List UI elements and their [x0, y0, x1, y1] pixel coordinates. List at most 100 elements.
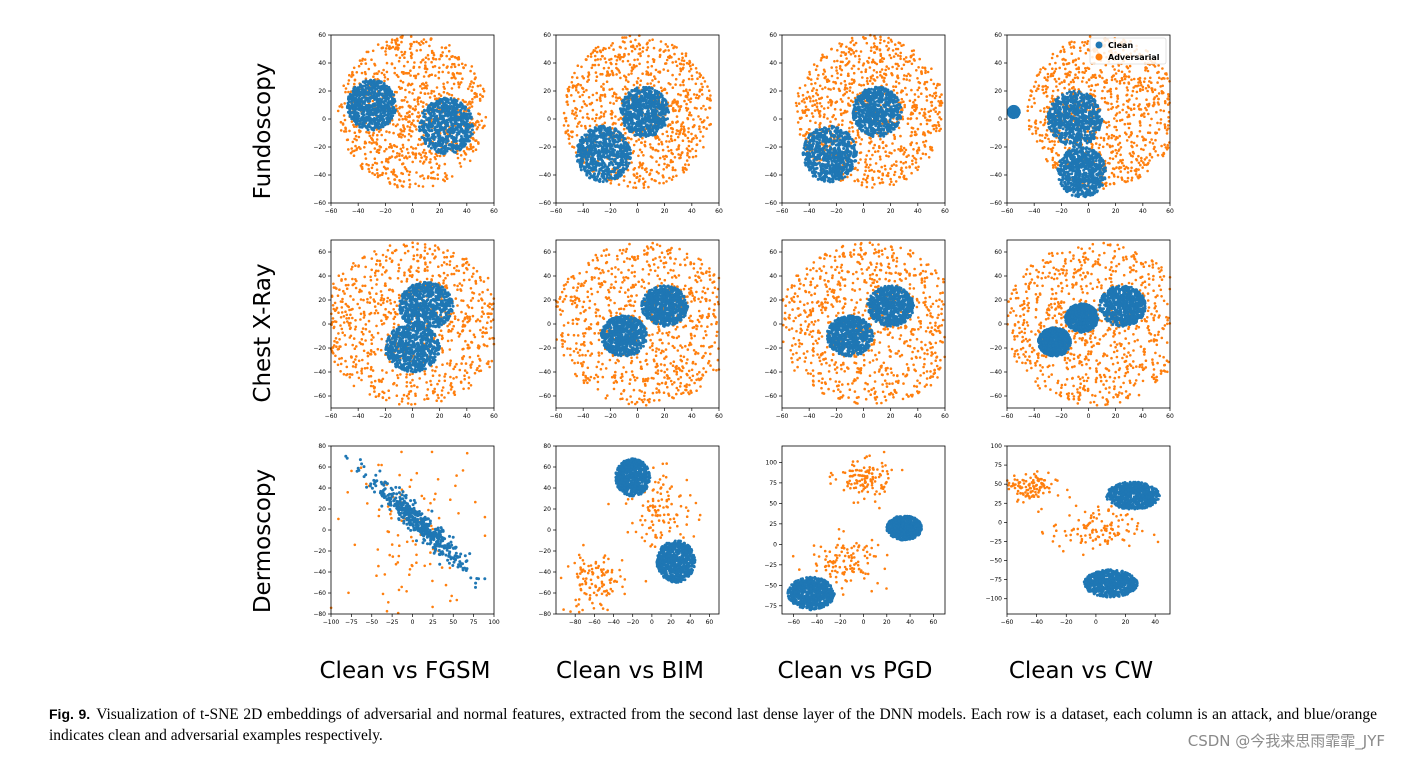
adversarial-point: [568, 85, 571, 89]
clean-point: [391, 114, 395, 118]
adversarial-point: [812, 63, 816, 66]
clean-point: [645, 93, 649, 97]
adversarial-point: [864, 169, 867, 173]
adversarial-point: [591, 63, 595, 67]
adversarial-point: [826, 106, 830, 110]
clean-point: [592, 132, 596, 136]
adversarial-point: [395, 145, 399, 149]
adversarial-point: [429, 161, 432, 164]
adversarial-point: [925, 119, 929, 122]
adversarial-point: [414, 182, 417, 186]
adversarial-point: [370, 166, 374, 170]
clean-point: [441, 142, 444, 146]
adversarial-point: [592, 49, 596, 52]
adversarial-point: [881, 60, 884, 63]
adversarial-point: [839, 82, 843, 85]
adversarial-point: [357, 145, 361, 149]
clean-point: [364, 97, 368, 101]
clean-point: [426, 133, 430, 137]
adversarial-point: [402, 129, 406, 133]
adversarial-point: [425, 67, 429, 71]
adversarial-point: [694, 154, 698, 158]
clean-point: [381, 105, 384, 109]
y-tick-label: 0: [322, 116, 326, 123]
adversarial-point: [586, 80, 589, 83]
clean-point: [647, 128, 651, 132]
adversarial-point: [667, 49, 670, 52]
clean-point: [624, 149, 628, 152]
adversarial-point: [363, 146, 366, 149]
adversarial-point: [415, 171, 418, 174]
adversarial-point: [411, 112, 414, 116]
adversarial-point: [353, 131, 357, 134]
adversarial-point: [673, 138, 677, 142]
adversarial-point: [595, 50, 599, 54]
clean-point: [443, 120, 447, 124]
adversarial-point: [671, 168, 675, 172]
adversarial-point: [596, 58, 600, 61]
adversarial-point: [595, 98, 599, 102]
adversarial-point: [582, 90, 586, 94]
adversarial-point: [626, 184, 630, 188]
adversarial-point: [646, 66, 650, 69]
adversarial-point: [348, 73, 351, 77]
adversarial-point: [651, 156, 654, 159]
adversarial-point: [422, 75, 426, 78]
adversarial-point: [422, 101, 425, 104]
adversarial-point: [881, 181, 885, 184]
adversarial-point: [474, 76, 477, 79]
adversarial-point: [571, 86, 574, 89]
clean-point: [608, 176, 612, 180]
adversarial-point: [573, 71, 576, 75]
clean-point: [654, 125, 658, 128]
clean-point: [611, 169, 615, 173]
adversarial-point: [912, 148, 915, 151]
adversarial-point: [694, 149, 698, 153]
adversarial-point: [422, 42, 425, 45]
adversarial-point: [689, 67, 693, 71]
adversarial-point: [453, 65, 457, 68]
adversarial-point: [599, 115, 603, 118]
series-adversarial: [336, 34, 488, 189]
clean-point: [633, 115, 636, 119]
adversarial-point: [699, 74, 703, 77]
clean-point: [584, 157, 588, 161]
adversarial-point: [595, 75, 599, 78]
adversarial-point: [815, 105, 819, 108]
clean-point: [370, 87, 374, 91]
adversarial-point: [429, 176, 433, 180]
clean-point: [652, 94, 656, 98]
adversarial-point: [639, 162, 642, 166]
adversarial-point: [419, 43, 422, 47]
adversarial-point: [609, 112, 613, 116]
adversarial-point: [433, 177, 437, 180]
clean-point: [640, 107, 644, 111]
adversarial-point: [432, 90, 436, 93]
adversarial-point: [806, 90, 809, 94]
clean-point: [636, 104, 640, 108]
adversarial-point: [384, 47, 388, 50]
adversarial-point: [471, 85, 474, 89]
adversarial-point: [415, 49, 419, 52]
clean-point: [369, 119, 373, 123]
adversarial-point: [651, 147, 655, 151]
clean-point: [589, 143, 593, 147]
clean-point: [351, 98, 355, 102]
adversarial-point: [838, 42, 841, 45]
adversarial-point: [804, 105, 808, 108]
adversarial-point: [871, 176, 874, 180]
adversarial-point: [428, 44, 431, 48]
adversarial-point: [691, 63, 695, 66]
clean-point: [465, 119, 469, 123]
adversarial-point: [687, 113, 691, 117]
adversarial-point: [679, 156, 682, 160]
clean-point: [596, 154, 600, 158]
adversarial-point: [364, 141, 368, 145]
adversarial-point: [653, 75, 656, 78]
clean-point: [422, 120, 426, 124]
adversarial-point: [624, 78, 628, 82]
adversarial-point: [406, 111, 409, 115]
adversarial-point: [357, 135, 361, 139]
clean-point: [622, 153, 626, 157]
clean-point: [620, 156, 624, 160]
